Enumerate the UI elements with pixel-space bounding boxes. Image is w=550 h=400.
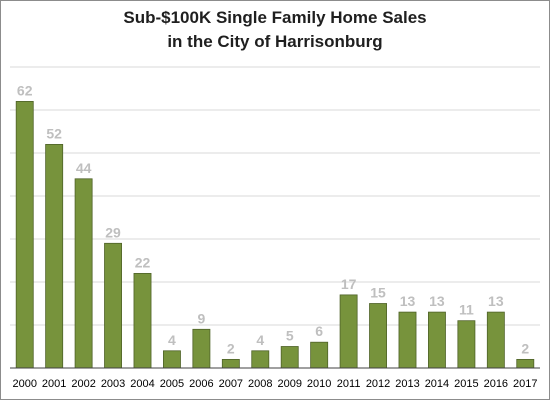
x-tick-2011: 2011: [337, 378, 361, 390]
data-label-2001: 52: [46, 125, 62, 141]
bar-2009: [280, 346, 299, 369]
bar-2012: [369, 303, 387, 369]
data-label-2004: 22: [135, 254, 151, 270]
x-tick-2015: 2015: [454, 378, 478, 390]
x-tick-2002: 2002: [71, 378, 95, 390]
chart-title-line-2: in the City of Harrisonburg: [167, 32, 383, 51]
x-tick-2006: 2006: [189, 378, 213, 390]
data-label-2011: 17: [341, 276, 357, 292]
data-label-2014: 13: [429, 293, 445, 309]
x-tick-2004: 2004: [130, 378, 154, 390]
bar-2008: [251, 350, 270, 369]
x-tick-2016: 2016: [484, 378, 508, 390]
data-label-2003: 29: [105, 224, 121, 240]
x-tick-2008: 2008: [248, 378, 272, 390]
bar-2016: [486, 311, 505, 369]
x-tick-2010: 2010: [307, 378, 331, 390]
data-label-2002: 44: [76, 160, 92, 176]
x-tick-2007: 2007: [219, 378, 243, 390]
data-label-2015: 11: [459, 302, 474, 318]
chart-title-line-1: Sub-$100K Single Family Home Sales: [123, 8, 427, 27]
bar-2015: [457, 320, 476, 369]
x-tick-2001: 2001: [42, 378, 66, 390]
data-label-2007: 2: [227, 340, 235, 356]
data-label-2009: 5: [286, 328, 294, 344]
data-label-2010: 6: [315, 323, 323, 339]
bar-2017: [516, 358, 535, 369]
data-label-2008: 4: [256, 332, 264, 348]
bars: [15, 101, 535, 369]
bar-2001: [45, 143, 64, 369]
data-label-2012: 15: [370, 285, 386, 301]
gridlines: [10, 66, 540, 326]
x-tick-2009: 2009: [277, 378, 301, 390]
chart-title: Sub-$100K Single Family Home Sales in th…: [0, 6, 550, 54]
data-label-2005: 4: [168, 332, 176, 348]
x-tick-2003: 2003: [101, 378, 125, 390]
x-tick-2017: 2017: [513, 378, 537, 390]
x-tick-labels: 2000 2001 2002 2003 2004 2005 2006 2007 2008 2009…: [12, 378, 537, 390]
bar-2003: [104, 242, 122, 369]
bar-2013: [398, 311, 417, 369]
data-label-2013: 13: [400, 293, 416, 309]
x-tick-2012: 2012: [366, 378, 390, 390]
data-label-2017: 2: [521, 340, 529, 356]
data-label-2000: 62: [17, 82, 33, 98]
x-tick-2000: 2000: [12, 378, 36, 390]
bar-2011: [339, 294, 358, 369]
data-label-2016: 13: [488, 293, 504, 309]
bar-2014: [428, 311, 446, 369]
bar-2005: [163, 350, 181, 369]
x-tick-2013: 2013: [395, 378, 419, 390]
data-labels: 62 52 44 29 22 4 9 2 4 5 6 17 15 13 13 11 13 2: [17, 82, 529, 356]
data-label-2006: 9: [197, 310, 205, 326]
bar-2004: [133, 272, 152, 369]
bar-2006: [192, 328, 211, 369]
x-tick-2005: 2005: [160, 378, 184, 390]
bar-2010: [310, 341, 329, 369]
bar-2007: [221, 358, 240, 369]
bar-2000: [15, 101, 34, 369]
x-tick-2014: 2014: [425, 378, 449, 390]
bar-2002: [74, 178, 93, 369]
